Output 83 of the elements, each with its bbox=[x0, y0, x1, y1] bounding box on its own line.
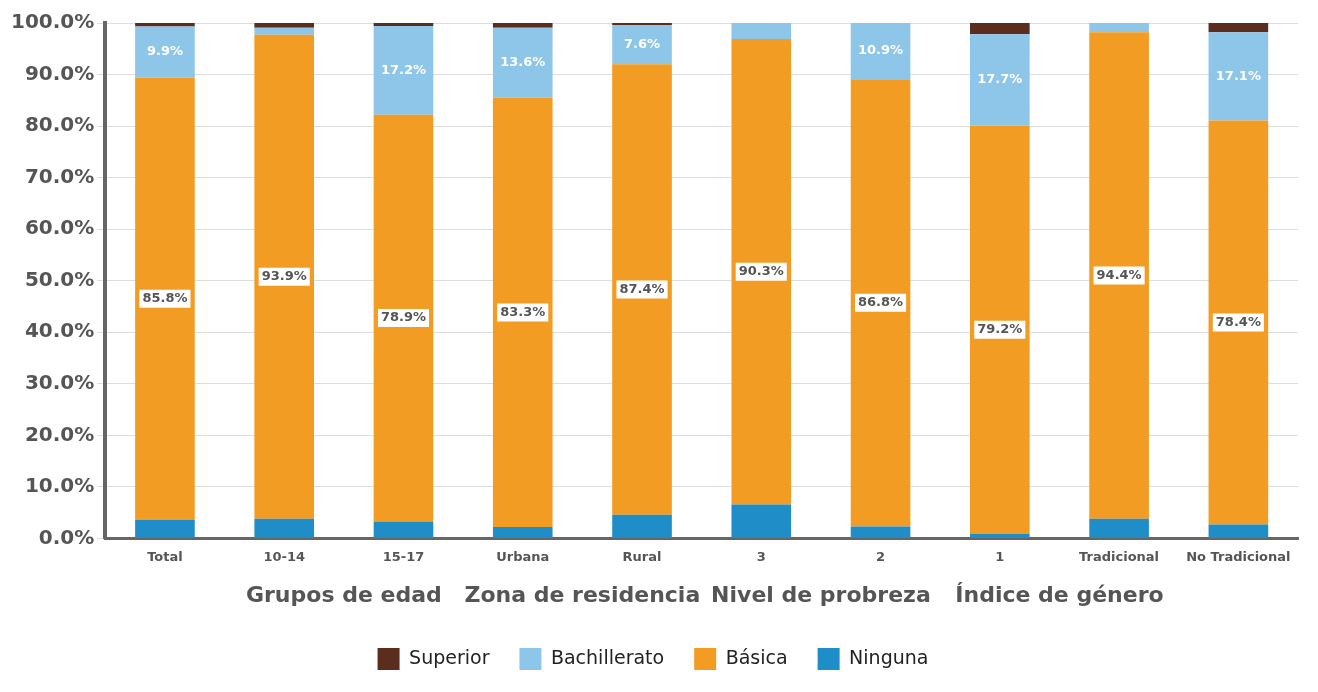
data-label: 17.2% bbox=[380, 61, 427, 77]
text: Grupos de edad bbox=[245, 581, 442, 607]
bar bbox=[492, 27, 553, 98]
bar bbox=[254, 34, 315, 519]
data-label: 85.8% bbox=[142, 290, 188, 306]
bar bbox=[373, 114, 434, 522]
data-label: 17.1% bbox=[1215, 67, 1261, 83]
data-label: 79.2% bbox=[977, 321, 1023, 337]
bar bbox=[1089, 32, 1149, 519]
bar bbox=[731, 23, 792, 39]
data-label: 87.4% bbox=[619, 280, 665, 296]
data-label: 17.7% bbox=[977, 71, 1023, 87]
data-label: 94.4% bbox=[1096, 266, 1142, 282]
bar bbox=[1208, 32, 1269, 121]
x-tick-label: 2 bbox=[876, 548, 886, 564]
y-tick-label: 40.0% bbox=[24, 318, 95, 343]
x-tick-label: Tradicional bbox=[1079, 548, 1160, 564]
bar bbox=[1208, 23, 1269, 33]
bar bbox=[850, 526, 911, 538]
x-tick-label: No Tradicional bbox=[1186, 548, 1291, 564]
legend-label: Básica bbox=[725, 645, 788, 668]
text: Índice de género bbox=[955, 581, 1164, 607]
bar bbox=[135, 23, 195, 27]
y-tick-label: 80.0% bbox=[24, 112, 95, 137]
x-tick-label: 3 bbox=[756, 548, 766, 564]
legend-label: Superior bbox=[409, 645, 490, 668]
data-label: 7.6% bbox=[623, 36, 661, 52]
bar bbox=[492, 23, 553, 28]
bar bbox=[254, 518, 315, 538]
y-tick-label: 0.0% bbox=[38, 524, 95, 549]
bar bbox=[135, 26, 195, 78]
x-tick-label: 1 bbox=[995, 548, 1005, 564]
data-label: 86.8% bbox=[858, 294, 904, 310]
bar bbox=[373, 26, 434, 115]
x-tick-label: Rural bbox=[622, 548, 662, 564]
text: Zona de residencia bbox=[464, 581, 701, 607]
data-label: 78.4% bbox=[1215, 313, 1261, 329]
y-tick-label: 60.0% bbox=[24, 215, 95, 240]
bar bbox=[970, 23, 1030, 35]
bar bbox=[492, 97, 553, 528]
bar bbox=[970, 125, 1030, 534]
x-tick-label: 15-17 bbox=[382, 548, 425, 564]
bar bbox=[731, 38, 792, 505]
x-tick-label: Total bbox=[147, 548, 183, 564]
bar bbox=[850, 79, 911, 527]
bar bbox=[970, 34, 1030, 126]
x-tick-label: Urbana bbox=[496, 548, 550, 564]
data-label: 13.6% bbox=[500, 54, 546, 70]
bar bbox=[373, 521, 434, 538]
bar bbox=[612, 514, 672, 538]
data-label: 9.9% bbox=[146, 43, 183, 59]
y-tick-label: 100.0% bbox=[10, 9, 95, 34]
y-tick-label: 20.0% bbox=[24, 421, 95, 446]
bar bbox=[1208, 524, 1269, 538]
bar bbox=[612, 25, 672, 65]
bar bbox=[1208, 120, 1269, 525]
y-tick-label: 10.0% bbox=[24, 473, 95, 498]
bar bbox=[254, 27, 315, 35]
bar bbox=[970, 533, 1030, 538]
y-tick-label: 90.0% bbox=[24, 60, 95, 85]
bar bbox=[254, 23, 315, 28]
y-tick-label: 70.0% bbox=[24, 163, 95, 188]
bar bbox=[492, 527, 553, 538]
data-label: 10.9% bbox=[858, 42, 904, 58]
text: Nivel de probreza bbox=[711, 581, 931, 607]
bar bbox=[135, 77, 195, 520]
data-label: 90.3% bbox=[738, 263, 784, 279]
x-tick-label: 10-14 bbox=[263, 548, 305, 564]
data-label: 83.3% bbox=[500, 303, 546, 319]
data-label: 93.9% bbox=[261, 268, 307, 284]
bar bbox=[373, 23, 434, 27]
bar bbox=[731, 504, 792, 538]
y-tick-label: 30.0% bbox=[24, 369, 95, 394]
bar bbox=[1089, 518, 1149, 538]
bar bbox=[612, 23, 672, 26]
bar bbox=[612, 64, 672, 515]
bar bbox=[135, 519, 195, 538]
data-label: 78.9% bbox=[380, 309, 427, 325]
bar bbox=[1089, 23, 1149, 33]
legend-label: Bachillerato bbox=[550, 645, 665, 668]
y-tick-label: 50.0% bbox=[24, 266, 95, 291]
bar bbox=[850, 23, 911, 80]
legend-label: Ninguna bbox=[849, 645, 929, 668]
